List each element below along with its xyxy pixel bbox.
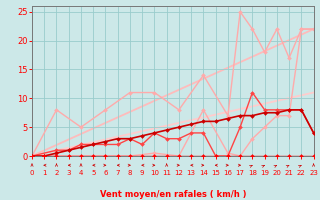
X-axis label: Vent moyen/en rafales ( km/h ): Vent moyen/en rafales ( km/h ): [100, 190, 246, 199]
